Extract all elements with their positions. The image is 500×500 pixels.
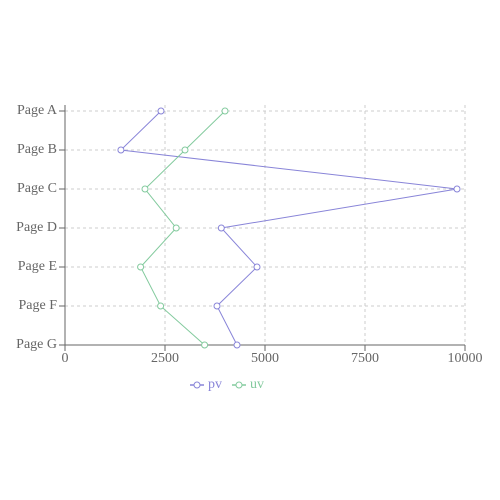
data-point bbox=[157, 302, 165, 310]
x-tick-label: 7500 bbox=[351, 351, 379, 366]
data-point bbox=[137, 263, 145, 271]
legend-icon bbox=[193, 381, 201, 389]
data-point bbox=[181, 146, 189, 154]
series-line bbox=[139, 110, 226, 346]
data-point bbox=[213, 302, 221, 310]
data-point bbox=[221, 107, 229, 115]
x-tick-label: 2500 bbox=[151, 351, 179, 366]
data-point bbox=[253, 263, 261, 271]
legend: pv uv bbox=[190, 377, 264, 392]
data-point bbox=[157, 107, 165, 115]
legend-label: pv bbox=[208, 377, 222, 392]
data-point bbox=[141, 185, 149, 193]
y-tick-label: Page A bbox=[17, 103, 58, 118]
data-point bbox=[172, 224, 180, 232]
y-tick-label: Page B bbox=[17, 142, 57, 157]
data-point bbox=[217, 224, 225, 232]
x-tick-label: 10000 bbox=[448, 351, 483, 366]
legend-icon bbox=[235, 381, 243, 389]
data-point bbox=[453, 185, 461, 193]
y-tick-label: Page C bbox=[17, 181, 57, 196]
y-tick-label: Page D bbox=[16, 220, 57, 235]
data-point bbox=[201, 341, 209, 349]
data-point bbox=[233, 341, 241, 349]
x-tick-label: 5000 bbox=[251, 351, 279, 366]
y-tick-label: Page G bbox=[16, 337, 57, 352]
data-point bbox=[117, 146, 125, 154]
x-tick-label: 0 bbox=[62, 351, 69, 366]
legend-label: uv bbox=[250, 377, 264, 392]
y-tick-label: Page E bbox=[18, 259, 57, 274]
y-tick-label: Page F bbox=[19, 298, 58, 313]
